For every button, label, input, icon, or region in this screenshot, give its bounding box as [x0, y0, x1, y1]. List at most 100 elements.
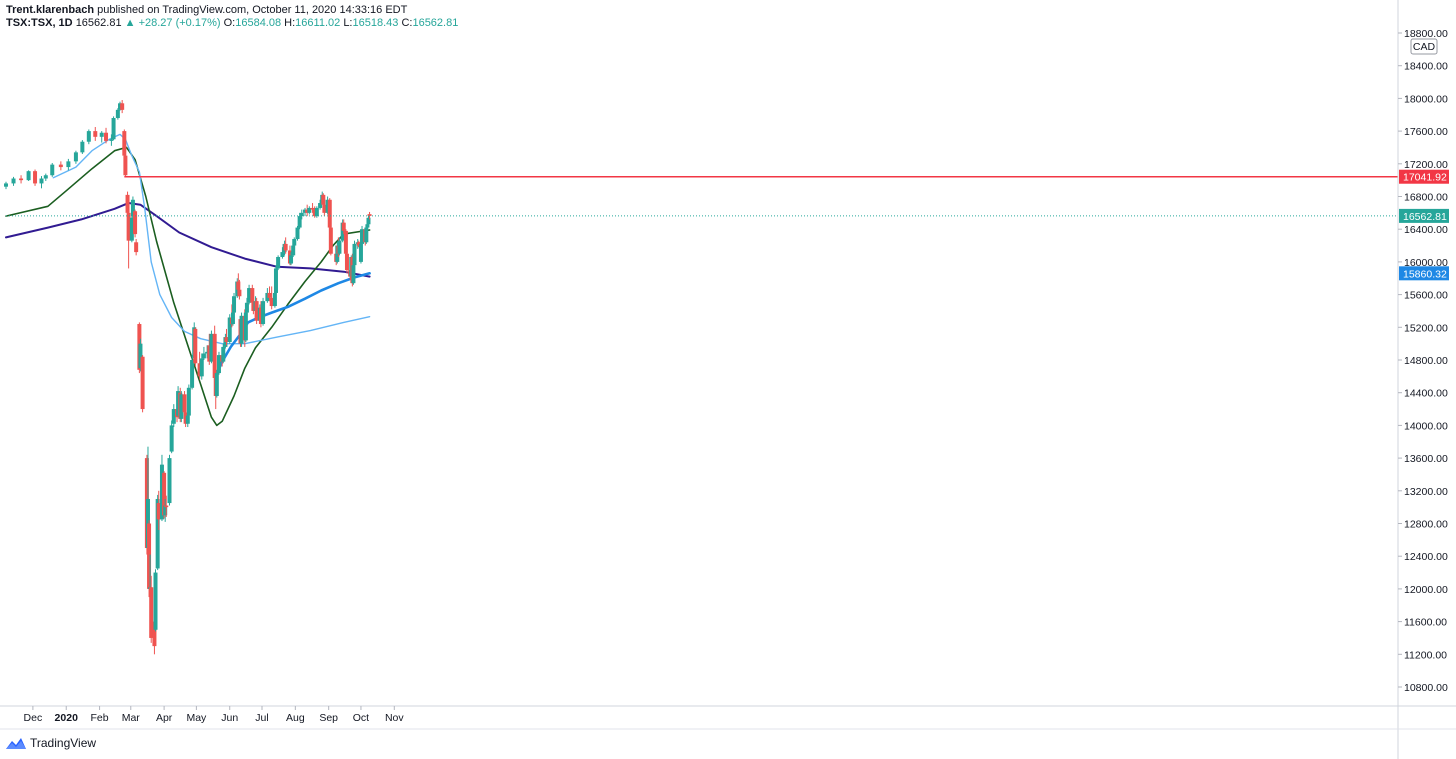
candle: [239, 312, 244, 347]
candle-body: [109, 139, 114, 141]
candle-body: [351, 265, 356, 284]
candle: [303, 207, 308, 217]
x-tick-label: 2020: [55, 712, 79, 724]
candle: [247, 284, 252, 305]
candle-body: [104, 132, 109, 141]
candle: [209, 330, 214, 364]
candle-body: [322, 204, 327, 213]
candle-body: [50, 164, 55, 176]
candle: [322, 199, 327, 217]
candle: [93, 127, 98, 141]
candle-body: [149, 587, 154, 638]
x-tick-label: Dec: [24, 712, 43, 724]
candle-body: [33, 171, 38, 184]
candle-body: [138, 343, 143, 369]
candle-body: [305, 209, 310, 213]
candle-body: [159, 464, 164, 520]
x-tick-label: Sep: [319, 712, 338, 724]
candle: [205, 345, 210, 359]
candle: [11, 176, 16, 186]
candle-body: [318, 203, 323, 208]
x-tick-label: Jul: [255, 712, 268, 724]
candle-body: [118, 103, 123, 110]
candle-body: [212, 333, 217, 378]
candle: [289, 252, 294, 266]
footer: TradingView: [6, 736, 96, 750]
x-tick-label: Mar: [122, 712, 141, 724]
candle: [138, 338, 143, 372]
candle: [120, 100, 125, 114]
candle: [4, 181, 8, 190]
candle: [179, 391, 184, 423]
low-label: L:: [343, 17, 353, 29]
candle: [254, 297, 259, 325]
candle-body: [280, 252, 285, 257]
candle: [134, 239, 139, 256]
candle-body: [251, 302, 256, 311]
x-tick-label: May: [186, 712, 207, 724]
author-name[interactable]: Trent.klarenbach: [6, 4, 95, 16]
x-tick-label: Feb: [91, 712, 109, 724]
candle-body: [295, 227, 300, 240]
candle-body: [167, 458, 172, 504]
candle-body: [365, 224, 370, 228]
candle-body: [340, 222, 345, 241]
price-change: ▲ +28.27 (+0.17%): [124, 17, 221, 29]
candle: [176, 386, 181, 418]
candle: [43, 173, 48, 181]
high-label: H:: [284, 17, 296, 29]
candle-body: [93, 131, 98, 137]
candle: [341, 219, 346, 235]
candle-body: [130, 199, 135, 217]
candle: [171, 404, 176, 428]
candle: [126, 209, 131, 269]
candle: [133, 209, 138, 238]
candle: [351, 261, 356, 285]
candle-body: [125, 194, 130, 213]
candle: [227, 314, 232, 344]
candle-body: [328, 227, 333, 254]
candle-body: [247, 288, 252, 303]
candle: [366, 214, 371, 226]
candle: [269, 286, 274, 310]
candle: [283, 237, 288, 254]
candle-body: [267, 292, 272, 298]
candle-body: [352, 243, 357, 266]
candle-body: [303, 209, 308, 213]
candle: [109, 134, 114, 146]
symbol-label: TSX:TSX, 1D: [6, 17, 73, 29]
candle: [149, 575, 154, 643]
y-tick-label: 15600.00: [1404, 290, 1448, 302]
candle-body: [258, 307, 263, 325]
candle-body: [147, 523, 152, 589]
y-tick-label: 12800.00: [1404, 519, 1448, 531]
candle: [276, 255, 281, 271]
candle-body: [325, 199, 330, 213]
y-tick-label: 11200.00: [1404, 649, 1447, 661]
candle: [327, 198, 332, 230]
currency-label: CAD: [1413, 41, 1436, 53]
candle-body: [140, 356, 145, 410]
candle: [297, 212, 302, 230]
y-tick-label: 14800.00: [1404, 355, 1448, 367]
candle: [129, 214, 134, 243]
candle: [310, 203, 315, 213]
candle: [33, 169, 38, 186]
candle-body: [244, 302, 249, 313]
candle-body: [261, 301, 266, 325]
y-tick-label: 18800.00: [1404, 28, 1448, 40]
candle-body: [307, 207, 312, 213]
candle-body: [86, 131, 91, 142]
candle-body: [344, 253, 349, 271]
candle: [318, 199, 323, 210]
candle-body: [99, 132, 104, 137]
candle: [115, 108, 120, 120]
candle-body: [126, 212, 131, 241]
candle: [280, 247, 285, 259]
candle: [73, 150, 78, 164]
y-tick-label: 12400.00: [1404, 551, 1448, 563]
candle-body: [153, 572, 158, 630]
candle-body: [314, 207, 319, 217]
candle-body: [19, 178, 24, 181]
